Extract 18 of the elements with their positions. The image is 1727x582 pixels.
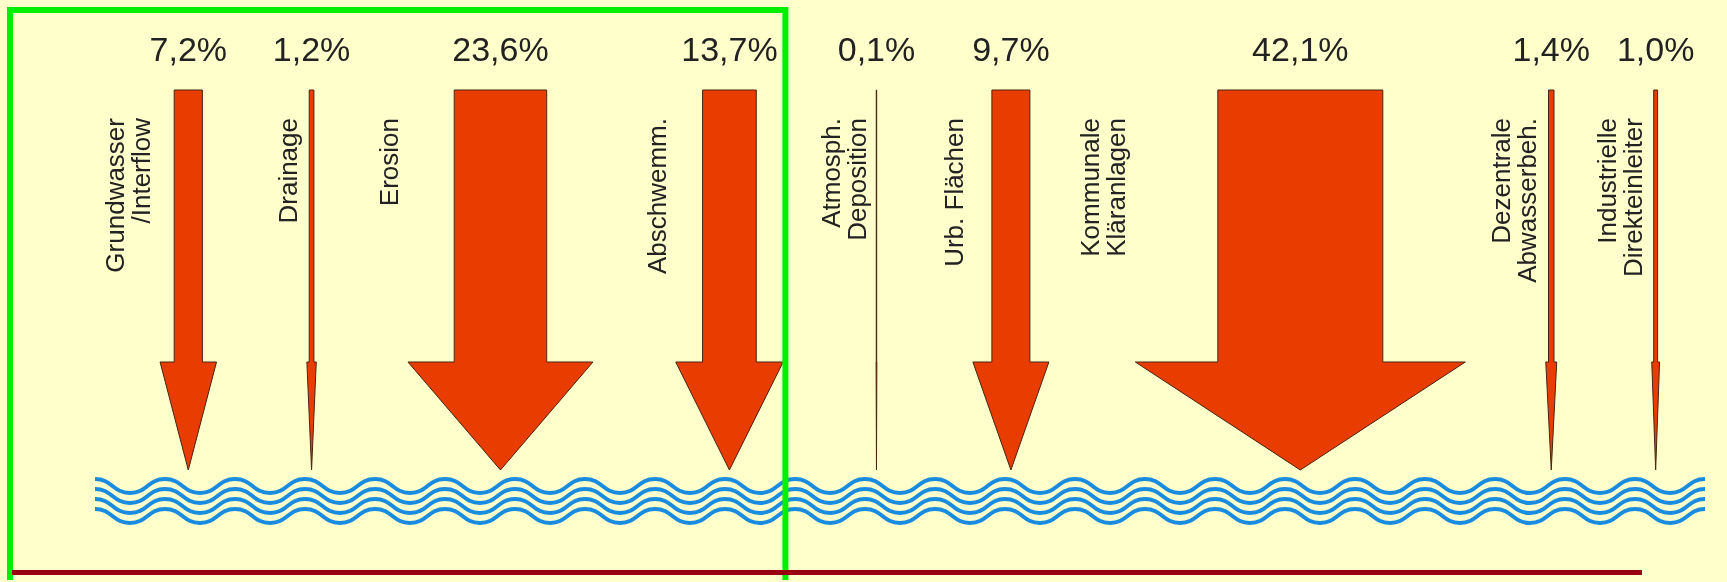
category-label: Atmosph. Deposition xyxy=(816,118,873,241)
category-label: Erosion xyxy=(373,118,404,207)
category-label: Grundwasser /Interflow xyxy=(100,117,157,273)
data-label: 42,1% xyxy=(1252,30,1349,68)
category-label: Industrielle Direkteinleiter xyxy=(1591,117,1648,277)
data-label: 0,1% xyxy=(837,30,916,68)
data-label: 1,0% xyxy=(1616,30,1695,68)
category-label: Kommunale Kläranlagen xyxy=(1075,118,1132,257)
category-label: Abschwemm. xyxy=(641,118,672,275)
data-label: 9,7% xyxy=(972,30,1050,68)
data-label: 1,2% xyxy=(272,30,351,68)
category-label: Drainage xyxy=(272,118,303,224)
data-label: 13,7% xyxy=(681,30,778,68)
data-label: 1,4% xyxy=(1512,30,1591,68)
category-label: Urb. Flächen xyxy=(938,118,969,267)
category-label: Dezentrale Abwasserbeh. xyxy=(1485,118,1542,283)
data-label: 7,2% xyxy=(149,30,228,68)
data-label: 23,6% xyxy=(452,30,549,68)
